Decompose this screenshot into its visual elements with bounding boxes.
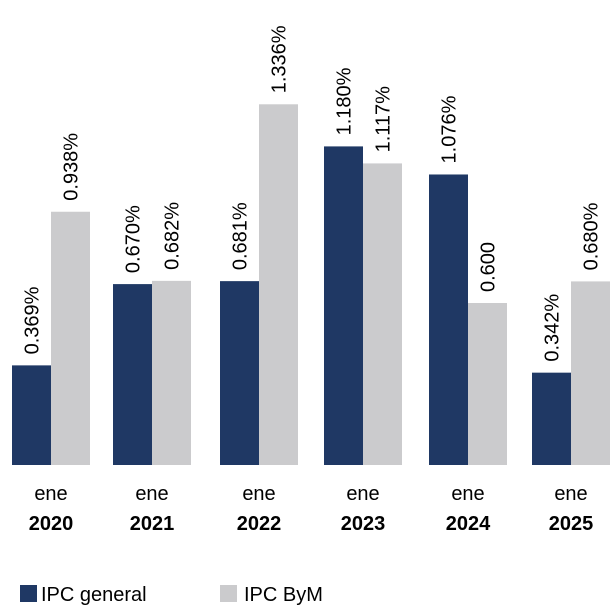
- category-month-label: ene: [346, 483, 379, 505]
- value-label: 0.670%: [123, 205, 145, 273]
- value-label: 1.076%: [439, 95, 461, 163]
- bar-ipc-general-2024: [429, 174, 468, 466]
- bar-ipc-bym-2023: [363, 163, 402, 465]
- bar-ipc-bym-2024: [468, 303, 507, 465]
- bar-ipc-general-2022: [220, 281, 259, 465]
- value-label: 0.369%: [22, 286, 44, 354]
- bar-ipc-bym-2022: [259, 104, 298, 465]
- bar-ipc-general-2020: [12, 365, 51, 465]
- value-label: 0.681%: [230, 202, 252, 270]
- category-year-label: 2020: [29, 513, 74, 535]
- legend-label: IPC general: [41, 584, 147, 606]
- legend-swatch: [220, 585, 237, 602]
- category-year-label: 2022: [237, 513, 282, 535]
- category-month-label: ene: [554, 483, 587, 505]
- value-label: 0.682%: [162, 202, 184, 270]
- bar-ipc-general-2023: [324, 146, 363, 465]
- category-year-label: 2025: [549, 513, 594, 535]
- value-label: 0.600: [478, 242, 500, 292]
- bars: [12, 104, 610, 466]
- category-month-label: ene: [451, 483, 484, 505]
- category-year-label: 2024: [446, 513, 491, 535]
- value-label: 0.938%: [61, 133, 83, 201]
- legend: IPC general IPC ByM: [20, 584, 323, 606]
- category-month-label: ene: [34, 483, 67, 505]
- bar-ipc-general-2021: [113, 284, 152, 465]
- bar-ipc-bym-2020: [51, 211, 90, 465]
- legend-label: IPC ByM: [244, 584, 323, 606]
- category-year-label: 2023: [341, 513, 386, 535]
- category-month-label: ene: [242, 483, 275, 505]
- value-labels: 0.369% 0.938% 0.670% 0.682% 0.681% 1.336% 1.18…: [22, 25, 603, 361]
- category-month-label: ene: [135, 483, 168, 505]
- bar-ipc-bym-2021: [152, 280, 191, 465]
- value-label: 0.680%: [581, 202, 603, 270]
- bar-ipc-bym-2025: [571, 281, 610, 465]
- bar-ipc-general-2025: [532, 372, 571, 465]
- category-year-label: 2021: [130, 513, 175, 535]
- value-label: 1.336%: [269, 25, 291, 93]
- value-label: 0.342%: [542, 294, 564, 362]
- category-labels: ene 2020 ene 2021 ene 2022 ene 2023 ene 2024 ene 20…: [29, 483, 594, 535]
- value-label: 1.117%: [373, 86, 395, 153]
- legend-swatch: [20, 585, 37, 602]
- value-label: 1.180%: [334, 67, 356, 135]
